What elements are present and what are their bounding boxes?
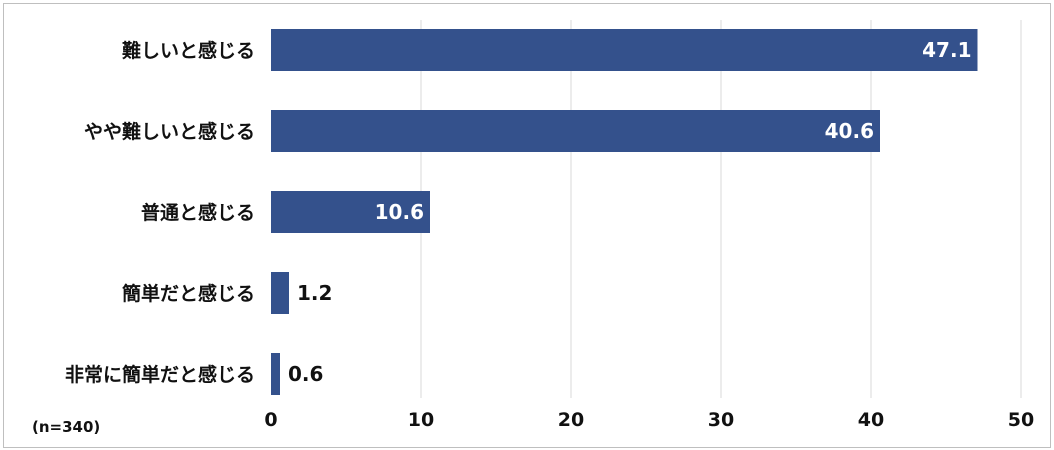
value-label: 0.6: [288, 362, 323, 386]
value-label: 47.1: [922, 38, 971, 62]
x-tick-label: 20: [558, 409, 584, 431]
value-label: 10.6: [375, 200, 424, 224]
value-label: 1.2: [297, 281, 332, 305]
gridlines: [420, 20, 1022, 398]
x-tick-label: 10: [408, 409, 434, 431]
bars: [271, 29, 978, 395]
category-label: 難しいと感じる: [122, 39, 255, 62]
x-tick-label: 40: [858, 409, 884, 431]
bar: [271, 110, 880, 152]
value-label: 40.6: [825, 119, 874, 143]
bar: [271, 353, 280, 395]
x-tick-label: 30: [708, 409, 734, 431]
category-label: 簡単だと感じる: [122, 282, 255, 305]
bar: [271, 29, 978, 71]
x-tick-label: 0: [264, 409, 277, 431]
category-label: やや難しいと感じる: [84, 120, 255, 143]
sample-size-note: (n=340): [32, 418, 100, 436]
bar: [271, 191, 430, 233]
chart-frame: [3, 3, 1051, 448]
category-label: 非常に簡単だと感じる: [65, 363, 255, 386]
value-labels: 47.1 40.6 10.6 1.2 0.6: [288, 38, 972, 386]
x-axis-ticks: 0 10 20 30 40 50: [264, 409, 1034, 431]
category-label: 普通と感じる: [141, 201, 255, 224]
x-tick-label: 50: [1008, 409, 1034, 431]
bar: [271, 272, 289, 314]
